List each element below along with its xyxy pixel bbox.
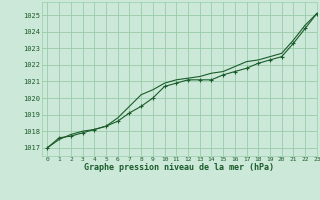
X-axis label: Graphe pression niveau de la mer (hPa): Graphe pression niveau de la mer (hPa) (84, 163, 274, 172)
